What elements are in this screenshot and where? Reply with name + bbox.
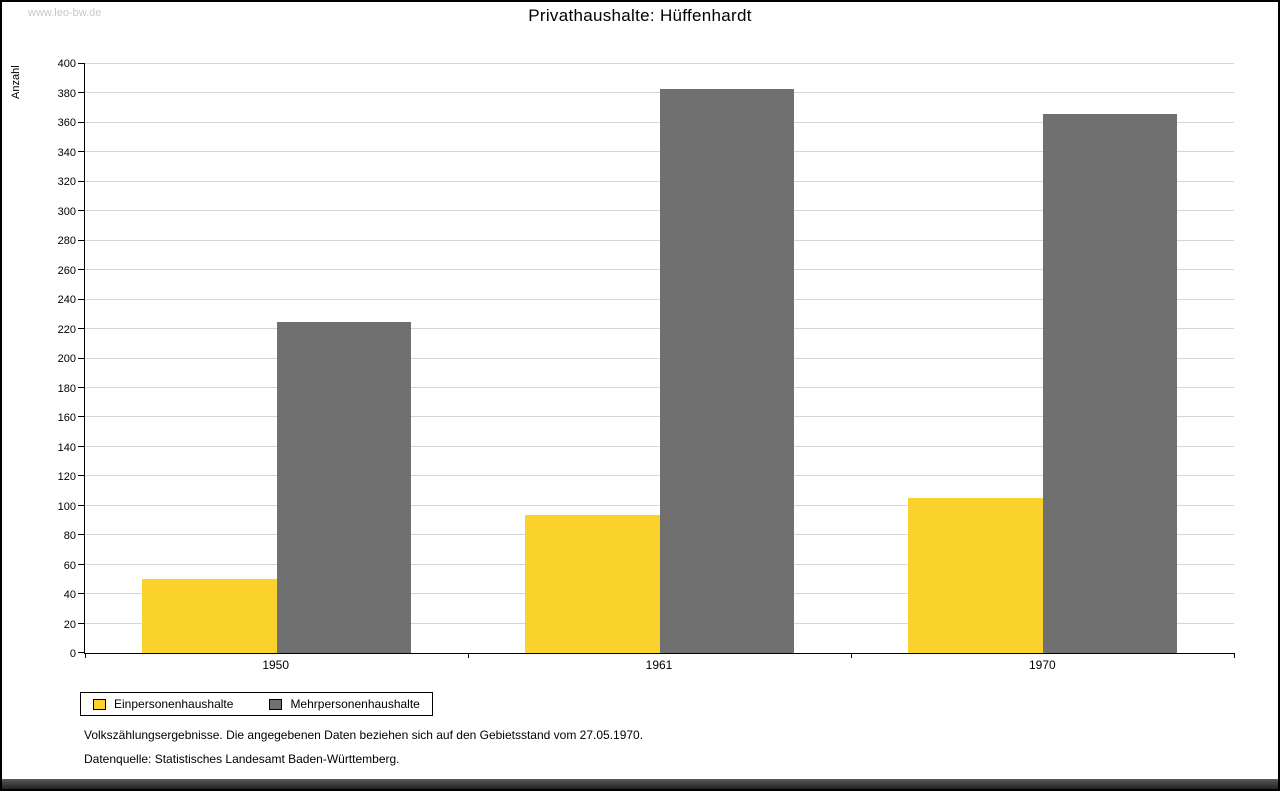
- y-tick-mark: [78, 210, 85, 212]
- x-tick-mark: [85, 653, 86, 658]
- footer: Volkszählungsergebnisse. Die angegebenen…: [84, 728, 643, 776]
- y-tick-label: 0: [69, 648, 76, 660]
- y-tick-mark: [78, 534, 85, 536]
- y-tick-mark: [78, 298, 85, 300]
- gridline: [85, 63, 1234, 64]
- y-tick-mark: [78, 652, 85, 653]
- y-axis-tick-labels: 0 20 40 60 80 100 120 140 160 180 200 220 240 260 280 3…: [32, 58, 76, 660]
- y-tick-mark: [78, 180, 85, 182]
- y-tick-mark: [78, 121, 85, 123]
- x-axis-label-1961: 1961: [645, 658, 673, 672]
- y-tick-label: 300: [57, 205, 76, 218]
- legend-item-mehrpersonenhaushalte: Mehrpersonenhaushalte: [269, 697, 420, 711]
- y-tick-label: 340: [57, 146, 76, 159]
- y-tick-mark: [78, 92, 85, 94]
- chart-title: Privathaushalte: Hüffenhardt: [528, 6, 752, 25]
- y-tick-mark: [78, 563, 85, 565]
- bar-group-1950: [85, 64, 468, 653]
- legend-swatch-einpersonenhaushalte: [93, 698, 106, 710]
- bar-einpersonenhaushalte-1950: [142, 579, 277, 653]
- y-tick-mark: [78, 357, 85, 359]
- legend: Einpersonenhaushalte Mehrpersonenhaushalt…: [80, 692, 433, 716]
- y-tick-label: 380: [57, 87, 76, 100]
- legend-label-einpersonenhaushalte: Einpersonenhaushalte: [114, 697, 234, 711]
- legend-swatch-mehrpersonenhaushalte: [269, 698, 283, 710]
- bottom-strip: [2, 779, 1278, 789]
- bar-group-1970: [851, 64, 1234, 653]
- bar-mehrpersonenhaushalte-1950: [276, 321, 411, 653]
- x-axis-label-1950: 1950: [262, 658, 290, 672]
- y-tick-label: 60: [63, 559, 76, 572]
- y-tick-label: 260: [57, 264, 76, 277]
- bar-mehrpersonenhaushalte-1970: [1042, 114, 1177, 653]
- y-tick-label: 200: [57, 353, 76, 365]
- y-axis-title: Anzahl: [10, 65, 22, 99]
- y-tick-mark: [78, 475, 85, 477]
- footer-source: Datenquelle: Statistisches Landesamt Bad…: [84, 752, 400, 766]
- y-tick-mark: [78, 269, 85, 271]
- bar-einpersonenhaushalte-1961: [525, 514, 660, 653]
- y-tick-label: 160: [57, 412, 76, 424]
- y-tick-label: 120: [57, 471, 76, 483]
- y-tick-label: 360: [57, 117, 76, 129]
- legend-label-mehrpersonenhaushalte: Mehrpersonenhaushalte: [290, 697, 420, 711]
- y-tick-label: 100: [57, 500, 76, 513]
- bar-group-1961: [468, 64, 851, 653]
- y-tick-label: 240: [57, 294, 76, 306]
- y-tick-mark: [78, 593, 85, 595]
- x-tick-mark: [468, 653, 469, 658]
- x-tick-mark: [851, 653, 852, 658]
- y-tick-mark: [78, 151, 85, 153]
- y-tick-mark: [78, 63, 85, 64]
- y-tick-label: 40: [63, 589, 76, 601]
- y-tick-label: 180: [57, 382, 76, 395]
- y-tick-mark: [78, 622, 85, 624]
- y-tick-mark: [78, 386, 85, 388]
- legend-item-einpersonenhaushalte: Einpersonenhaushalte: [93, 697, 233, 711]
- y-tick-label: 280: [57, 235, 76, 247]
- watermark: www.leo-bw.de: [28, 7, 102, 19]
- y-tick-mark: [78, 445, 85, 447]
- y-tick-mark: [78, 328, 85, 330]
- bar-einpersonenhaushalte-1970: [908, 498, 1043, 653]
- y-tick-label: 220: [57, 323, 76, 336]
- y-tick-mark: [78, 239, 85, 241]
- y-tick-label: 320: [57, 176, 76, 188]
- bar-groups: [85, 64, 1234, 653]
- x-axis-label-1970: 1970: [1028, 658, 1056, 672]
- x-tick-mark: [1234, 653, 1235, 658]
- y-tick-label: 20: [63, 618, 76, 631]
- footer-note: Volkszählungsergebnisse. Die angegebenen…: [84, 728, 644, 742]
- y-tick-label: 80: [63, 530, 76, 542]
- y-tick-label: 400: [57, 58, 76, 70]
- y-tick-mark: [78, 504, 85, 506]
- bar-mehrpersonenhaushalte-1961: [659, 89, 794, 653]
- y-tick-mark: [78, 416, 85, 418]
- x-axis-labels: 1950 1961 1970: [84, 658, 1234, 672]
- y-tick-label: 140: [57, 441, 76, 454]
- plot-area: [78, 63, 1235, 658]
